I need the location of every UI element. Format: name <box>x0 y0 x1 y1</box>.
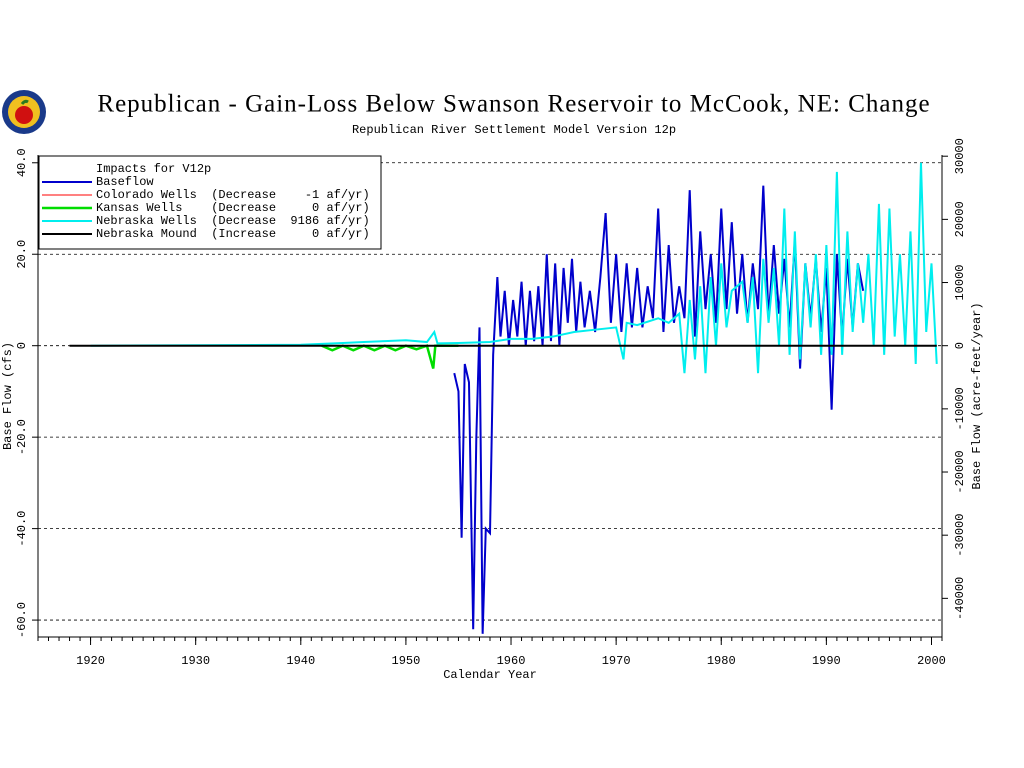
series-line <box>90 162 938 374</box>
legend-box <box>38 155 382 250</box>
x-tick-label: 1930 <box>181 654 210 668</box>
y-axis-title: Base Flow (cfs) <box>1 342 15 450</box>
legend-title: Impacts for V12p <box>96 162 211 176</box>
x-tick-label: 2000 <box>917 654 946 668</box>
y2-tick-label: 20000 <box>953 201 967 237</box>
y2-tick-label: -10000 <box>953 387 967 430</box>
x-tick-label: 1970 <box>602 654 631 668</box>
y-tick-label: 0 <box>15 342 29 349</box>
x-tick-label: 1920 <box>76 654 105 668</box>
y2-tick-label: 0 <box>953 342 967 349</box>
y-tick-label: -40.0 <box>15 511 29 547</box>
legend-label: Nebraska Mound (Increase 0 af/yr) <box>96 227 370 241</box>
x-tick-label: 1950 <box>392 654 421 668</box>
legend-label: Baseflow <box>96 175 154 189</box>
series-line <box>453 185 865 634</box>
y2-axis-title: Base Flow (acre-feet/year) <box>970 302 984 489</box>
x-tick-label: 1980 <box>707 654 736 668</box>
legend-label: Nebraska Wells (Decrease 9186 af/yr) <box>96 214 370 228</box>
y2-tick-label: 30000 <box>953 138 967 174</box>
logo <box>2 90 46 134</box>
legend-label: Kansas Wells (Decrease 0 af/yr) <box>96 201 370 215</box>
x-axis-title: Calendar Year <box>443 668 537 682</box>
series-line <box>321 344 459 369</box>
y-tick-label: 40.0 <box>15 148 29 177</box>
y2-tick-label: 10000 <box>953 265 967 301</box>
x-tick-label: 1990 <box>812 654 841 668</box>
y-tick-label: -60.0 <box>15 602 29 638</box>
chart-title: Republican - Gain-Loss Below Swanson Res… <box>97 91 930 118</box>
legend-label: Colorado Wells (Decrease -1 af/yr) <box>96 188 370 202</box>
y-tick-label: -20.0 <box>15 419 29 455</box>
chart-subtitle: Republican River Settlement Model Versio… <box>352 123 676 137</box>
y2-tick-label: -30000 <box>953 514 967 557</box>
x-tick-label: 1960 <box>497 654 526 668</box>
y-tick-label: 20.0 <box>15 240 29 269</box>
y2-tick-label: -20000 <box>953 450 967 493</box>
y2-tick-label: -40000 <box>953 577 967 620</box>
x-tick-label: 1940 <box>286 654 315 668</box>
